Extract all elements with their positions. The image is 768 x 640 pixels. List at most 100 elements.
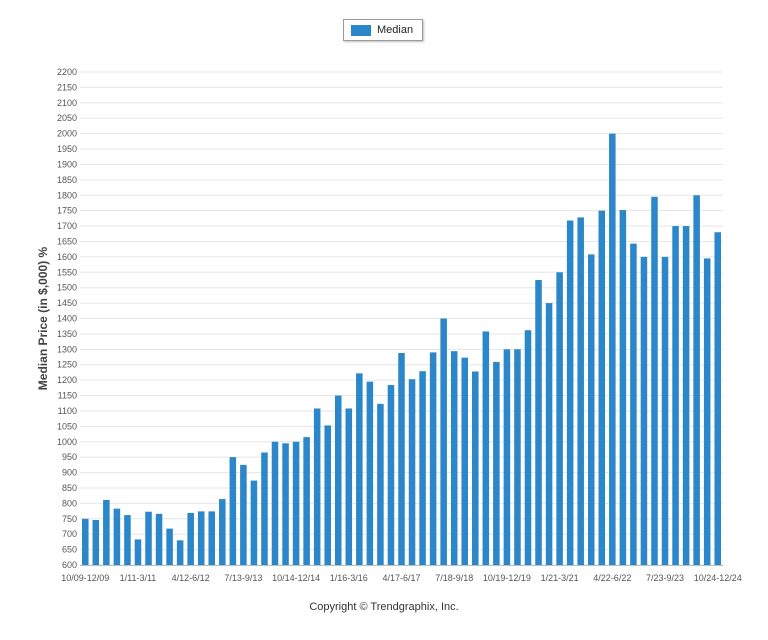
bar[interactable] — [313, 408, 321, 565]
y-tick-label: 1900 — [57, 159, 77, 169]
bar[interactable] — [250, 480, 258, 565]
y-tick-label: 2200 — [57, 67, 77, 77]
y-tick-label: 1150 — [58, 391, 77, 401]
bar[interactable] — [124, 515, 131, 565]
bar[interactable] — [82, 518, 89, 565]
bar[interactable] — [703, 258, 711, 565]
bar[interactable] — [398, 353, 405, 565]
y-tick-label: 1200 — [57, 375, 77, 385]
y-tick-label: 2150 — [57, 82, 77, 92]
bar[interactable] — [334, 395, 342, 565]
bar[interactable] — [145, 511, 152, 565]
bar[interactable] — [472, 371, 479, 565]
bar[interactable] — [587, 254, 595, 565]
bar[interactable] — [514, 349, 521, 565]
bar[interactable] — [503, 349, 511, 565]
y-tick-label: 950 — [62, 452, 77, 462]
bar[interactable] — [292, 441, 300, 565]
bar[interactable] — [261, 452, 268, 565]
chart-legend[interactable]: Median — [343, 19, 423, 41]
bar[interactable] — [535, 279, 542, 565]
bar[interactable] — [271, 441, 279, 565]
bar[interactable] — [387, 385, 395, 565]
x-tick-label: 1/21-3/21 — [541, 573, 579, 583]
bar[interactable] — [651, 196, 658, 565]
bar[interactable] — [630, 243, 637, 566]
bar[interactable] — [408, 379, 416, 565]
x-tick-label: 4/22-6/22 — [593, 573, 631, 583]
bar[interactable] — [693, 195, 700, 565]
bar[interactable] — [482, 331, 490, 565]
bar[interactable] — [197, 511, 205, 565]
y-tick-label: 1250 — [57, 360, 77, 370]
legend-label-median: Median — [377, 24, 414, 36]
x-tick-label: 10/14-12/14 — [272, 573, 320, 583]
bar[interactable] — [429, 352, 437, 565]
x-tick-label: 4/12-6/12 — [172, 573, 210, 583]
bar[interactable] — [556, 272, 563, 565]
bar[interactable] — [176, 540, 184, 565]
bar[interactable] — [524, 330, 532, 565]
bar[interactable] — [577, 217, 584, 565]
bar[interactable] — [113, 508, 121, 565]
bar[interactable] — [619, 210, 627, 566]
y-tick-label: 1600 — [57, 252, 77, 262]
x-tick-label: 7/13-9/13 — [224, 573, 262, 583]
bar[interactable] — [461, 357, 469, 565]
bar[interactable] — [345, 408, 353, 565]
bar[interactable] — [640, 256, 648, 565]
bar[interactable] — [672, 226, 679, 565]
bar[interactable] — [208, 511, 216, 565]
y-tick-label: 1400 — [57, 314, 77, 324]
y-tick-label: 750 — [62, 514, 77, 524]
bar[interactable] — [377, 403, 384, 565]
y-tick-label: 1450 — [57, 298, 77, 308]
y-tick-label: 1700 — [57, 221, 77, 231]
bar[interactable] — [661, 256, 669, 565]
y-tick-label: 2100 — [57, 98, 77, 108]
bar[interactable] — [493, 361, 500, 565]
x-tick-label: 7/18-9/18 — [435, 573, 473, 583]
bar[interactable] — [240, 464, 247, 565]
bar[interactable] — [356, 373, 363, 565]
bar[interactable] — [450, 351, 458, 565]
x-tick-label: 10/24-12/24 — [694, 573, 742, 583]
bar[interactable] — [155, 513, 163, 565]
y-tick-label: 1000 — [57, 437, 77, 447]
y-tick-label: 1800 — [57, 190, 77, 200]
bar[interactable] — [682, 226, 690, 565]
bar[interactable] — [134, 539, 142, 565]
bar[interactable] — [714, 232, 721, 565]
y-tick-label: 1950 — [57, 144, 77, 154]
bar[interactable] — [166, 528, 173, 565]
y-tick-label: 1550 — [57, 267, 77, 277]
bar[interactable] — [324, 425, 331, 565]
x-tick-label: 10/19-12/19 — [483, 573, 531, 583]
bar[interactable] — [598, 210, 606, 565]
y-tick-label: 1850 — [57, 175, 77, 185]
bar[interactable] — [419, 371, 426, 565]
x-tick-label: 7/23-9/23 — [646, 573, 684, 583]
y-tick-label: 700 — [62, 529, 77, 539]
bar[interactable] — [92, 520, 100, 565]
y-axis-label: Median Price (in $,000) % — [36, 246, 50, 390]
bar[interactable] — [366, 381, 374, 565]
legend-swatch-median — [351, 24, 371, 36]
y-tick-label: 600 — [62, 560, 77, 570]
y-tick-label: 850 — [62, 483, 77, 493]
x-tick-label: 10/09-12/09 — [61, 573, 109, 583]
bar[interactable] — [609, 133, 616, 565]
bar[interactable] — [187, 512, 194, 565]
bar[interactable] — [440, 318, 447, 566]
bar[interactable] — [282, 443, 289, 565]
bar[interactable] — [303, 437, 310, 565]
y-tick-label: 1050 — [57, 421, 77, 431]
bar[interactable] — [103, 499, 110, 565]
bar[interactable] — [566, 220, 574, 566]
bar[interactable] — [545, 303, 553, 565]
bar[interactable] — [229, 457, 237, 565]
copyright-text: Copyright © Trendgraphix, Inc. — [309, 601, 459, 613]
bar[interactable] — [219, 499, 226, 565]
y-tick-label: 1100 — [58, 406, 77, 416]
